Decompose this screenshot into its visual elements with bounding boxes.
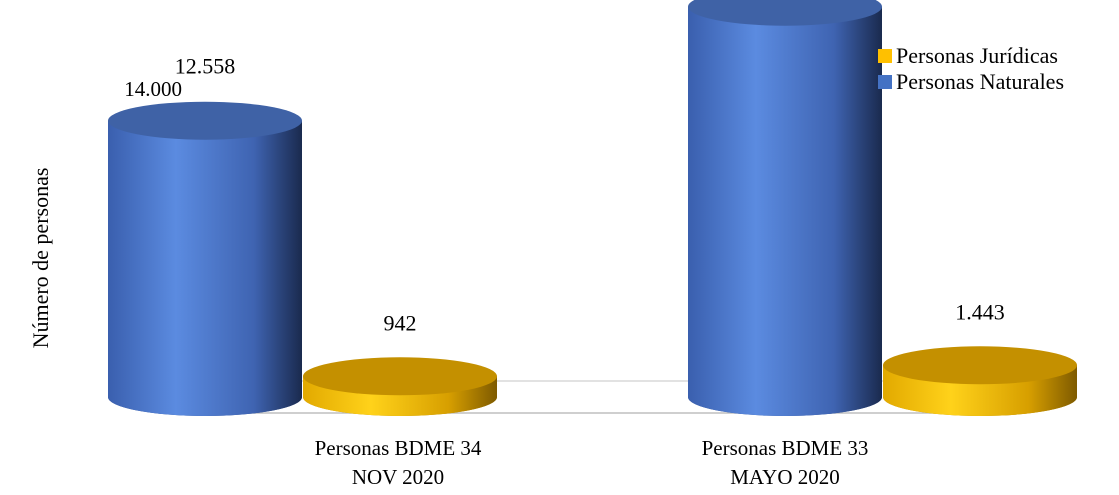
- legend-label: Personas Naturales: [896, 69, 1064, 94]
- bar-cylinder: [688, 0, 882, 416]
- bar-cylinder: [108, 101, 302, 416]
- x-category-label: Personas BDME 33 MAYO 2020: [702, 436, 869, 489]
- x-category-label: Personas BDME 34 NOV 2020: [315, 436, 482, 489]
- data-label: 942: [384, 310, 417, 335]
- legend-swatch: [878, 75, 892, 89]
- bar-top: [303, 357, 497, 396]
- bar-cylinder: [303, 357, 497, 416]
- legend-item: Personas Naturales: [878, 69, 1064, 94]
- legend-label: Personas Jurídicas: [896, 43, 1058, 68]
- legend-swatch: [878, 49, 892, 63]
- data-label: 1.443: [955, 299, 1005, 324]
- bar-top: [108, 101, 302, 140]
- y-tick-label: 14.000: [124, 77, 182, 101]
- legend-item: Personas Jurídicas: [878, 43, 1058, 68]
- bar-cylinder: [883, 346, 1077, 416]
- bar-top: [688, 0, 882, 26]
- y-axis-title: Número de personas: [28, 168, 53, 349]
- data-labels: 12.55894217.7401.443: [175, 54, 1005, 336]
- bar-body: [688, 6, 882, 416]
- x-axis: Personas BDME 34 NOV 2020 Personas BDME 33…: [315, 436, 869, 489]
- bars: [108, 0, 1077, 416]
- data-label: 12.558: [175, 54, 236, 79]
- bar-top: [883, 346, 1077, 385]
- bar-body: [108, 120, 302, 416]
